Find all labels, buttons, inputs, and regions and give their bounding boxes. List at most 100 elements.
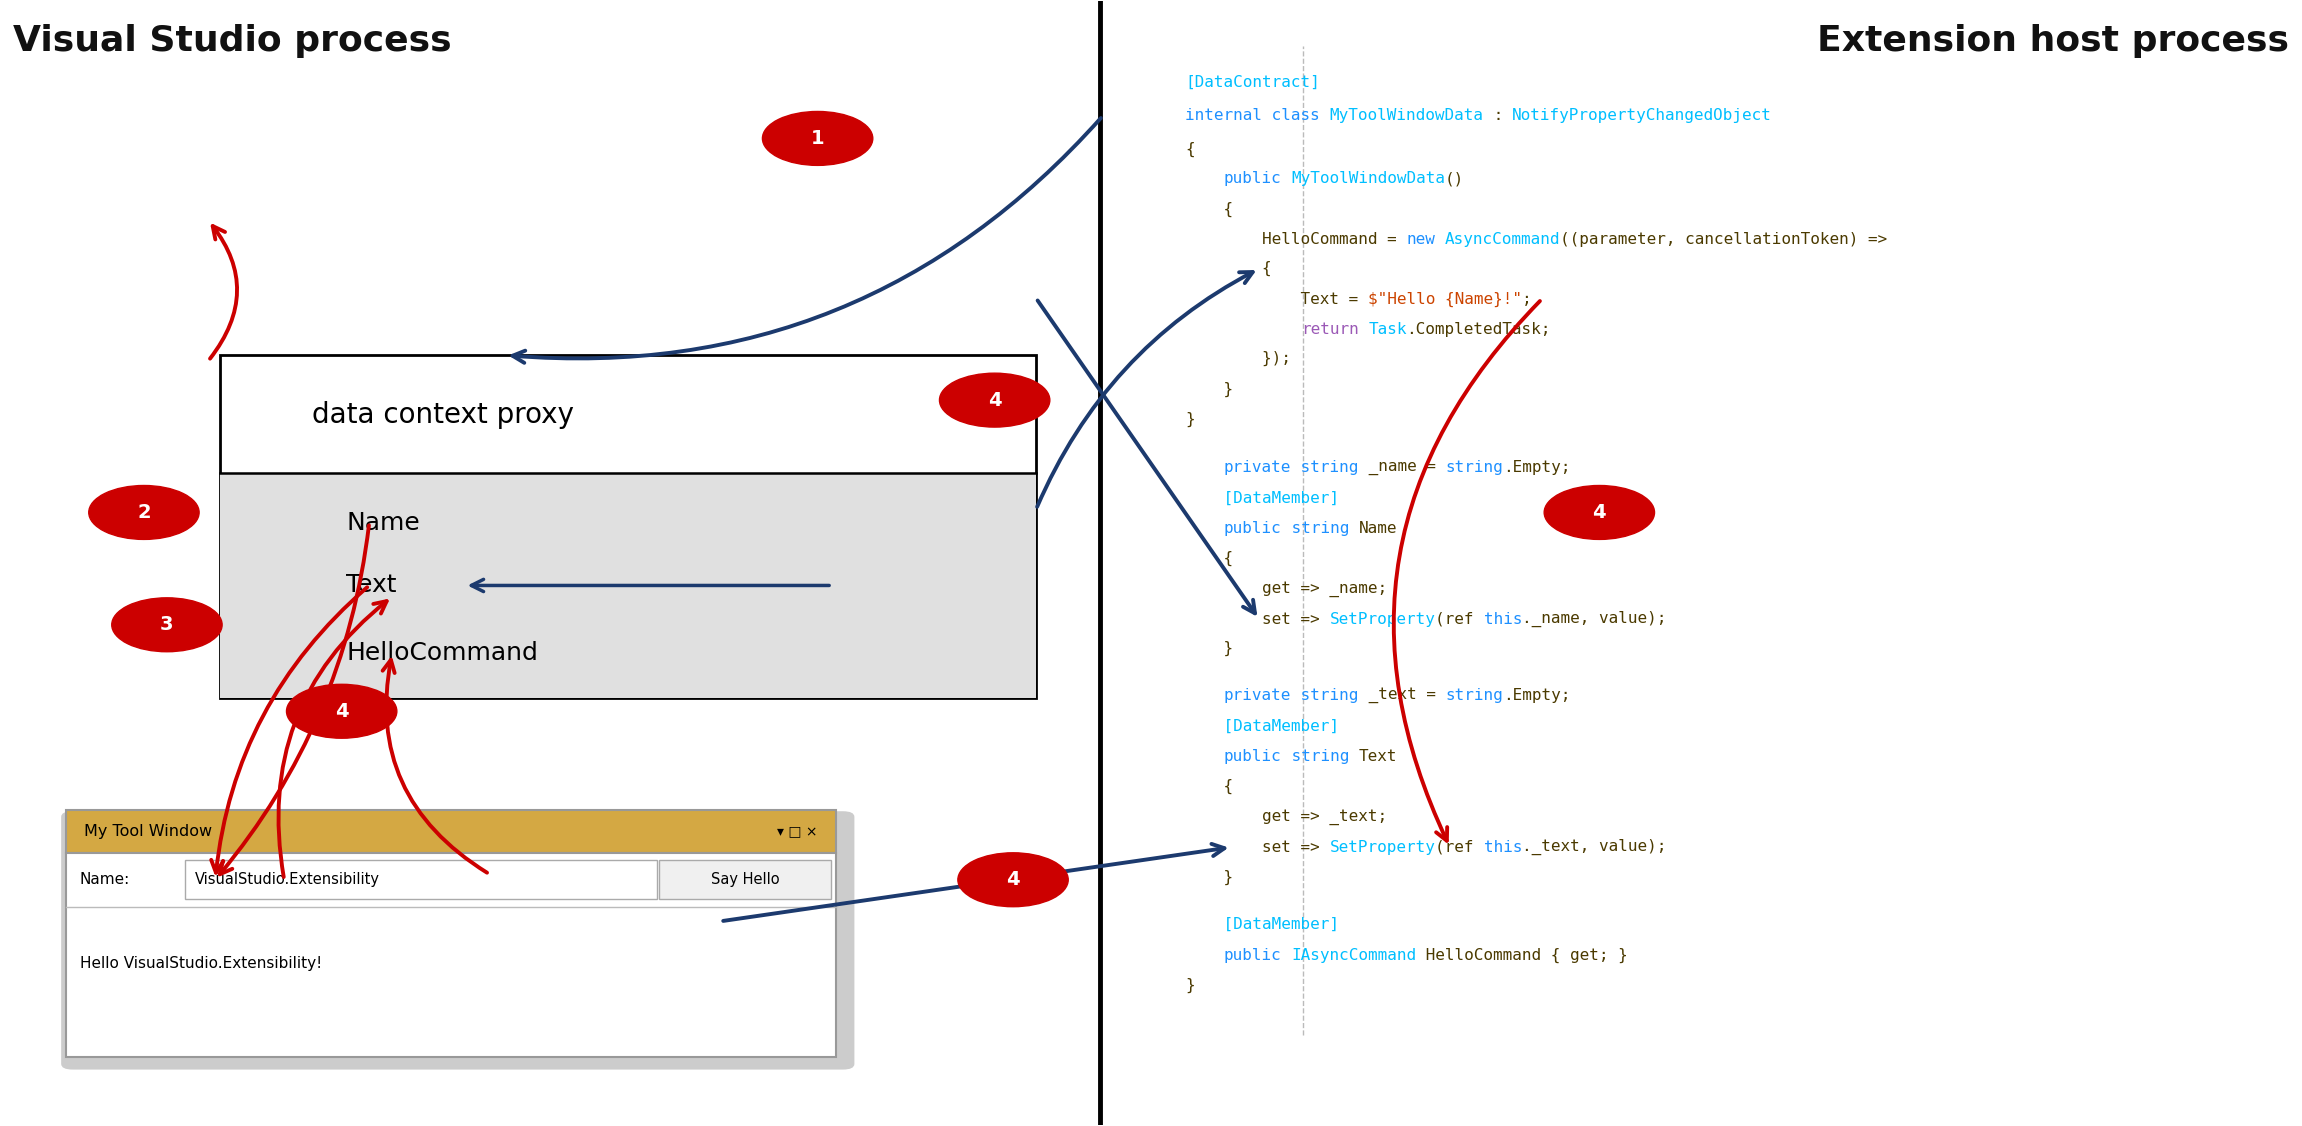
Text: string: string: [1446, 688, 1503, 703]
Text: ._text, value);: ._text, value);: [1522, 839, 1667, 856]
Text: get => _text;: get => _text;: [1186, 808, 1388, 824]
Text: {: {: [1186, 551, 1234, 566]
Text: My Tool Window: My Tool Window: [85, 824, 212, 839]
Text: }: }: [1186, 412, 1195, 427]
Text: Task: Task: [1367, 322, 1407, 337]
Text: MyToolWindowData: MyToolWindowData: [1291, 171, 1446, 187]
Text: string: string: [1282, 520, 1358, 536]
FancyBboxPatch shape: [658, 859, 831, 899]
Text: {: {: [1186, 779, 1234, 794]
Text: string: string: [1446, 461, 1503, 475]
Text: [DataMember]: [DataMember]: [1186, 490, 1340, 506]
Text: set =>: set =>: [1186, 611, 1331, 627]
Text: .Empty;: .Empty;: [1503, 688, 1570, 703]
Text: Name: Name: [1358, 520, 1397, 536]
Text: (ref: (ref: [1436, 840, 1482, 855]
Text: HelloCommand =: HelloCommand =: [1186, 232, 1407, 247]
Text: 1: 1: [810, 128, 824, 148]
Text: new: new: [1407, 232, 1436, 247]
Text: [DataMember]: [DataMember]: [1186, 918, 1340, 932]
FancyArrowPatch shape: [1038, 272, 1252, 507]
Text: .Empty;: .Empty;: [1503, 461, 1570, 475]
Text: IAsyncCommand: IAsyncCommand: [1291, 947, 1416, 963]
Text: }: }: [1186, 641, 1234, 656]
Text: set =>: set =>: [1186, 840, 1331, 855]
Text: }: }: [1186, 382, 1234, 396]
Text: SetProperty: SetProperty: [1331, 840, 1436, 855]
Text: [DataMember]: [DataMember]: [1186, 718, 1340, 733]
Text: string: string: [1291, 688, 1358, 703]
Text: get => _name;: get => _name;: [1186, 581, 1388, 597]
Text: Text: Text: [345, 573, 396, 598]
FancyArrowPatch shape: [1393, 301, 1540, 841]
Text: _text =: _text =: [1358, 688, 1446, 704]
Text: Say Hello: Say Hello: [711, 872, 780, 886]
Text: return: return: [1301, 322, 1358, 337]
FancyBboxPatch shape: [62, 811, 854, 1070]
Text: this: this: [1482, 840, 1522, 855]
FancyArrowPatch shape: [382, 660, 488, 873]
Text: internal class: internal class: [1186, 108, 1331, 124]
Text: string: string: [1282, 749, 1358, 763]
Text: public: public: [1225, 171, 1282, 187]
FancyArrowPatch shape: [513, 118, 1100, 363]
Text: ((parameter, cancellationToken) =>: ((parameter, cancellationToken) =>: [1561, 232, 1888, 247]
Text: SetProperty: SetProperty: [1331, 611, 1436, 627]
Text: :: :: [1482, 108, 1512, 124]
Text: this: this: [1482, 611, 1522, 627]
Text: [DataContract]: [DataContract]: [1186, 74, 1321, 90]
Text: }: }: [1186, 977, 1195, 993]
Text: public: public: [1225, 520, 1282, 536]
Text: HelloCommand { get; }: HelloCommand { get; }: [1416, 947, 1628, 963]
FancyArrowPatch shape: [279, 601, 387, 877]
FancyBboxPatch shape: [219, 473, 1036, 698]
Text: _name =: _name =: [1358, 461, 1446, 475]
FancyArrowPatch shape: [219, 526, 368, 874]
Text: Hello VisualStudio.Extensibility!: Hello VisualStudio.Extensibility!: [81, 956, 322, 972]
Text: Text =: Text =: [1186, 292, 1367, 306]
Text: public: public: [1225, 947, 1282, 963]
FancyArrowPatch shape: [1038, 301, 1255, 614]
Text: {: {: [1186, 142, 1195, 158]
FancyArrowPatch shape: [723, 843, 1225, 921]
Text: 4: 4: [988, 391, 1001, 410]
FancyBboxPatch shape: [67, 852, 836, 1057]
Circle shape: [113, 598, 221, 652]
Circle shape: [285, 685, 396, 739]
Circle shape: [1545, 485, 1655, 539]
Text: 4: 4: [1006, 870, 1020, 890]
Text: (ref: (ref: [1436, 611, 1482, 627]
Text: Name:: Name:: [81, 873, 129, 887]
Text: VisualStudio.Extensibility: VisualStudio.Extensibility: [196, 872, 380, 886]
FancyArrowPatch shape: [472, 580, 829, 591]
FancyArrowPatch shape: [212, 588, 366, 873]
Circle shape: [90, 485, 198, 539]
Text: (): (): [1446, 171, 1464, 187]
Text: NotifyPropertyChangedObject: NotifyPropertyChangedObject: [1512, 108, 1773, 124]
Text: 4: 4: [1593, 503, 1607, 522]
Text: MyToolWindowData: MyToolWindowData: [1331, 108, 1485, 124]
Text: 2: 2: [138, 503, 150, 522]
Text: public: public: [1225, 749, 1282, 763]
FancyBboxPatch shape: [67, 810, 836, 852]
Text: ▾ □ ×: ▾ □ ×: [778, 824, 817, 839]
Text: private: private: [1225, 688, 1291, 703]
Text: ;: ;: [1522, 292, 1531, 306]
FancyArrowPatch shape: [209, 226, 237, 359]
Text: AsyncCommand: AsyncCommand: [1446, 232, 1561, 247]
Text: 4: 4: [334, 701, 348, 721]
FancyBboxPatch shape: [186, 859, 656, 899]
Text: {: {: [1186, 261, 1273, 276]
Text: });: });: [1186, 351, 1291, 366]
Text: {: {: [1186, 202, 1234, 217]
Text: private: private: [1225, 461, 1291, 475]
Text: .CompletedTask;: .CompletedTask;: [1407, 322, 1552, 337]
Text: data context proxy: data context proxy: [311, 401, 573, 429]
Text: Text: Text: [1358, 749, 1397, 763]
Text: Visual Studio process: Visual Studio process: [14, 24, 451, 57]
FancyBboxPatch shape: [219, 355, 1036, 698]
Text: $"Hello {Name}!": $"Hello {Name}!": [1367, 292, 1522, 306]
Circle shape: [939, 373, 1050, 427]
Circle shape: [958, 852, 1068, 906]
Text: ._name, value);: ._name, value);: [1522, 611, 1667, 627]
